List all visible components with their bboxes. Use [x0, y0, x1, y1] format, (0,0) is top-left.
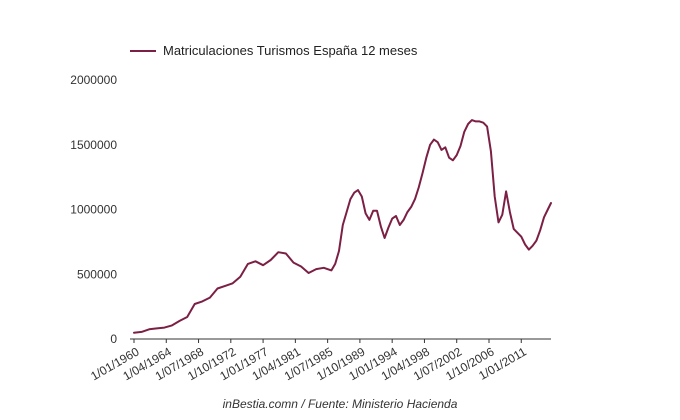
y-axis-ticks: 0 500000 1000000 1500000 2000000 [70, 73, 117, 346]
source-note: inBestia.comn / Fuente: Ministerio Hacie… [222, 397, 458, 411]
y-tick-label: 2000000 [70, 73, 117, 87]
y-tick-label: 0 [110, 332, 117, 346]
legend: Matriculaciones Turismos España 12 meses [130, 43, 418, 58]
y-tick-label: 500000 [77, 267, 117, 281]
y-tick-label: 1000000 [70, 203, 117, 217]
legend-label: Matriculaciones Turismos España 12 meses [163, 43, 418, 58]
series-line-matriculaciones [133, 119, 552, 334]
x-axis-ticks: 1/01/19601/04/19641/07/19681/10/19721/01… [88, 339, 529, 383]
y-tick-label: 1500000 [70, 138, 117, 152]
